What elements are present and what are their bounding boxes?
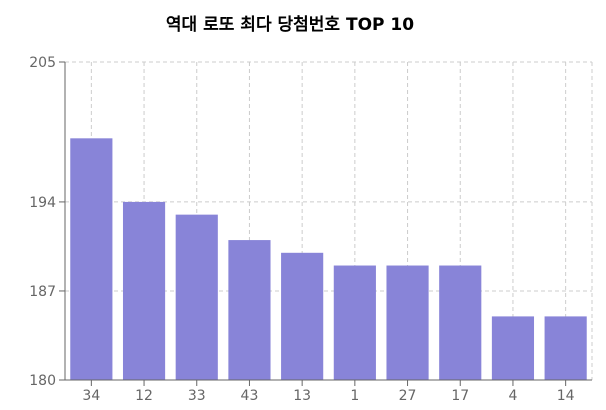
x-tick-label-4: 4 xyxy=(508,388,517,404)
bar-4[interactable] xyxy=(491,316,535,380)
x-tick-label-14: 14 xyxy=(557,388,575,404)
bar-13[interactable] xyxy=(281,252,324,380)
label-layer: 180 187 194 205 34 12 33 43 13 1 27 17 4 14 xyxy=(29,55,574,404)
y-tick-label-194: 194 xyxy=(29,195,56,211)
y-tick-label-187: 187 xyxy=(29,284,56,300)
x-tick-label-33: 33 xyxy=(188,388,206,404)
bar-34[interactable] xyxy=(70,138,113,380)
bar-33[interactable] xyxy=(175,214,218,380)
x-tick-label-13: 13 xyxy=(293,388,311,404)
bar-layer xyxy=(70,138,587,380)
bar-12[interactable] xyxy=(122,201,166,380)
y-tick-label-180: 180 xyxy=(29,373,56,389)
bar-43[interactable] xyxy=(228,240,271,380)
x-tick-label-43: 43 xyxy=(241,388,259,404)
bar-1[interactable] xyxy=(333,265,376,380)
x-tick-label-17: 17 xyxy=(451,388,469,404)
x-tick-label-27: 27 xyxy=(399,388,417,404)
bar-17[interactable] xyxy=(439,265,482,380)
bar-14[interactable] xyxy=(544,316,587,380)
y-tick-label-205: 205 xyxy=(29,55,56,71)
x-tick-label-1: 1 xyxy=(350,388,359,404)
axis-layer xyxy=(59,61,592,386)
bar-27[interactable] xyxy=(386,265,429,380)
x-tick-label-34: 34 xyxy=(82,388,100,404)
x-tick-label-12: 12 xyxy=(135,388,153,404)
chart-title: 역대 로또 최다 당첨번호 TOP 10 xyxy=(165,15,415,35)
